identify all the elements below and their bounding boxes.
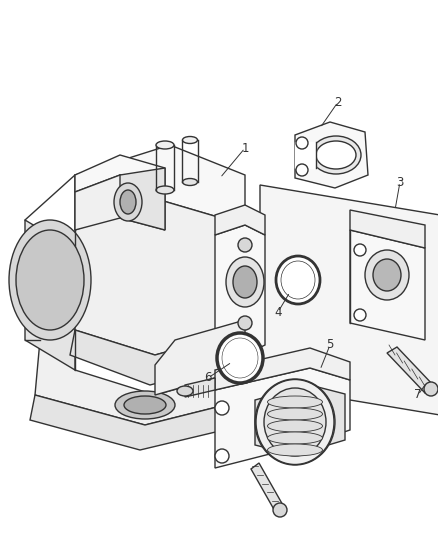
Ellipse shape — [115, 391, 175, 419]
Text: 5: 5 — [325, 338, 333, 351]
Ellipse shape — [124, 396, 166, 414]
Ellipse shape — [267, 396, 322, 408]
Ellipse shape — [16, 230, 84, 330]
Polygon shape — [259, 185, 438, 415]
Ellipse shape — [263, 388, 325, 456]
Polygon shape — [386, 347, 434, 393]
Polygon shape — [75, 145, 244, 230]
Polygon shape — [294, 122, 367, 188]
Polygon shape — [294, 142, 315, 168]
Polygon shape — [25, 220, 75, 370]
Circle shape — [215, 401, 229, 415]
Polygon shape — [30, 395, 244, 450]
Ellipse shape — [267, 432, 322, 444]
Ellipse shape — [423, 382, 437, 396]
Polygon shape — [215, 225, 265, 355]
Ellipse shape — [182, 179, 197, 185]
Polygon shape — [75, 175, 165, 230]
Polygon shape — [215, 368, 349, 468]
Ellipse shape — [280, 261, 314, 299]
Ellipse shape — [155, 186, 173, 194]
Circle shape — [295, 164, 307, 176]
Ellipse shape — [9, 220, 91, 340]
Ellipse shape — [255, 379, 333, 464]
Ellipse shape — [222, 338, 258, 378]
Ellipse shape — [182, 136, 197, 143]
Circle shape — [215, 449, 229, 463]
Ellipse shape — [364, 250, 408, 300]
Polygon shape — [349, 210, 424, 248]
Circle shape — [295, 137, 307, 149]
Ellipse shape — [310, 136, 360, 174]
Text: 4: 4 — [274, 305, 281, 319]
Ellipse shape — [114, 183, 141, 221]
Polygon shape — [155, 320, 244, 395]
Text: 3: 3 — [396, 175, 403, 189]
Polygon shape — [75, 200, 244, 355]
Ellipse shape — [276, 256, 319, 304]
Ellipse shape — [120, 190, 136, 214]
Text: 1: 1 — [241, 141, 248, 155]
Ellipse shape — [272, 503, 286, 517]
Polygon shape — [120, 168, 165, 230]
Circle shape — [237, 238, 251, 252]
Polygon shape — [349, 230, 424, 340]
Ellipse shape — [372, 259, 400, 291]
Polygon shape — [215, 348, 349, 390]
Circle shape — [353, 309, 365, 321]
Ellipse shape — [226, 257, 263, 307]
Text: 7: 7 — [413, 389, 421, 401]
Circle shape — [237, 316, 251, 330]
Polygon shape — [35, 330, 244, 425]
Polygon shape — [184, 378, 215, 397]
Text: 6: 6 — [204, 372, 211, 384]
Text: 2: 2 — [333, 95, 341, 109]
Ellipse shape — [315, 141, 355, 169]
Ellipse shape — [267, 420, 322, 432]
Polygon shape — [251, 463, 283, 513]
Polygon shape — [254, 385, 344, 455]
Polygon shape — [70, 330, 244, 385]
Ellipse shape — [155, 141, 173, 149]
Circle shape — [353, 244, 365, 256]
Ellipse shape — [233, 266, 256, 298]
Ellipse shape — [267, 444, 322, 456]
Polygon shape — [215, 205, 265, 235]
Ellipse shape — [177, 386, 193, 396]
Ellipse shape — [216, 333, 262, 383]
Polygon shape — [75, 155, 165, 192]
Ellipse shape — [267, 408, 322, 420]
